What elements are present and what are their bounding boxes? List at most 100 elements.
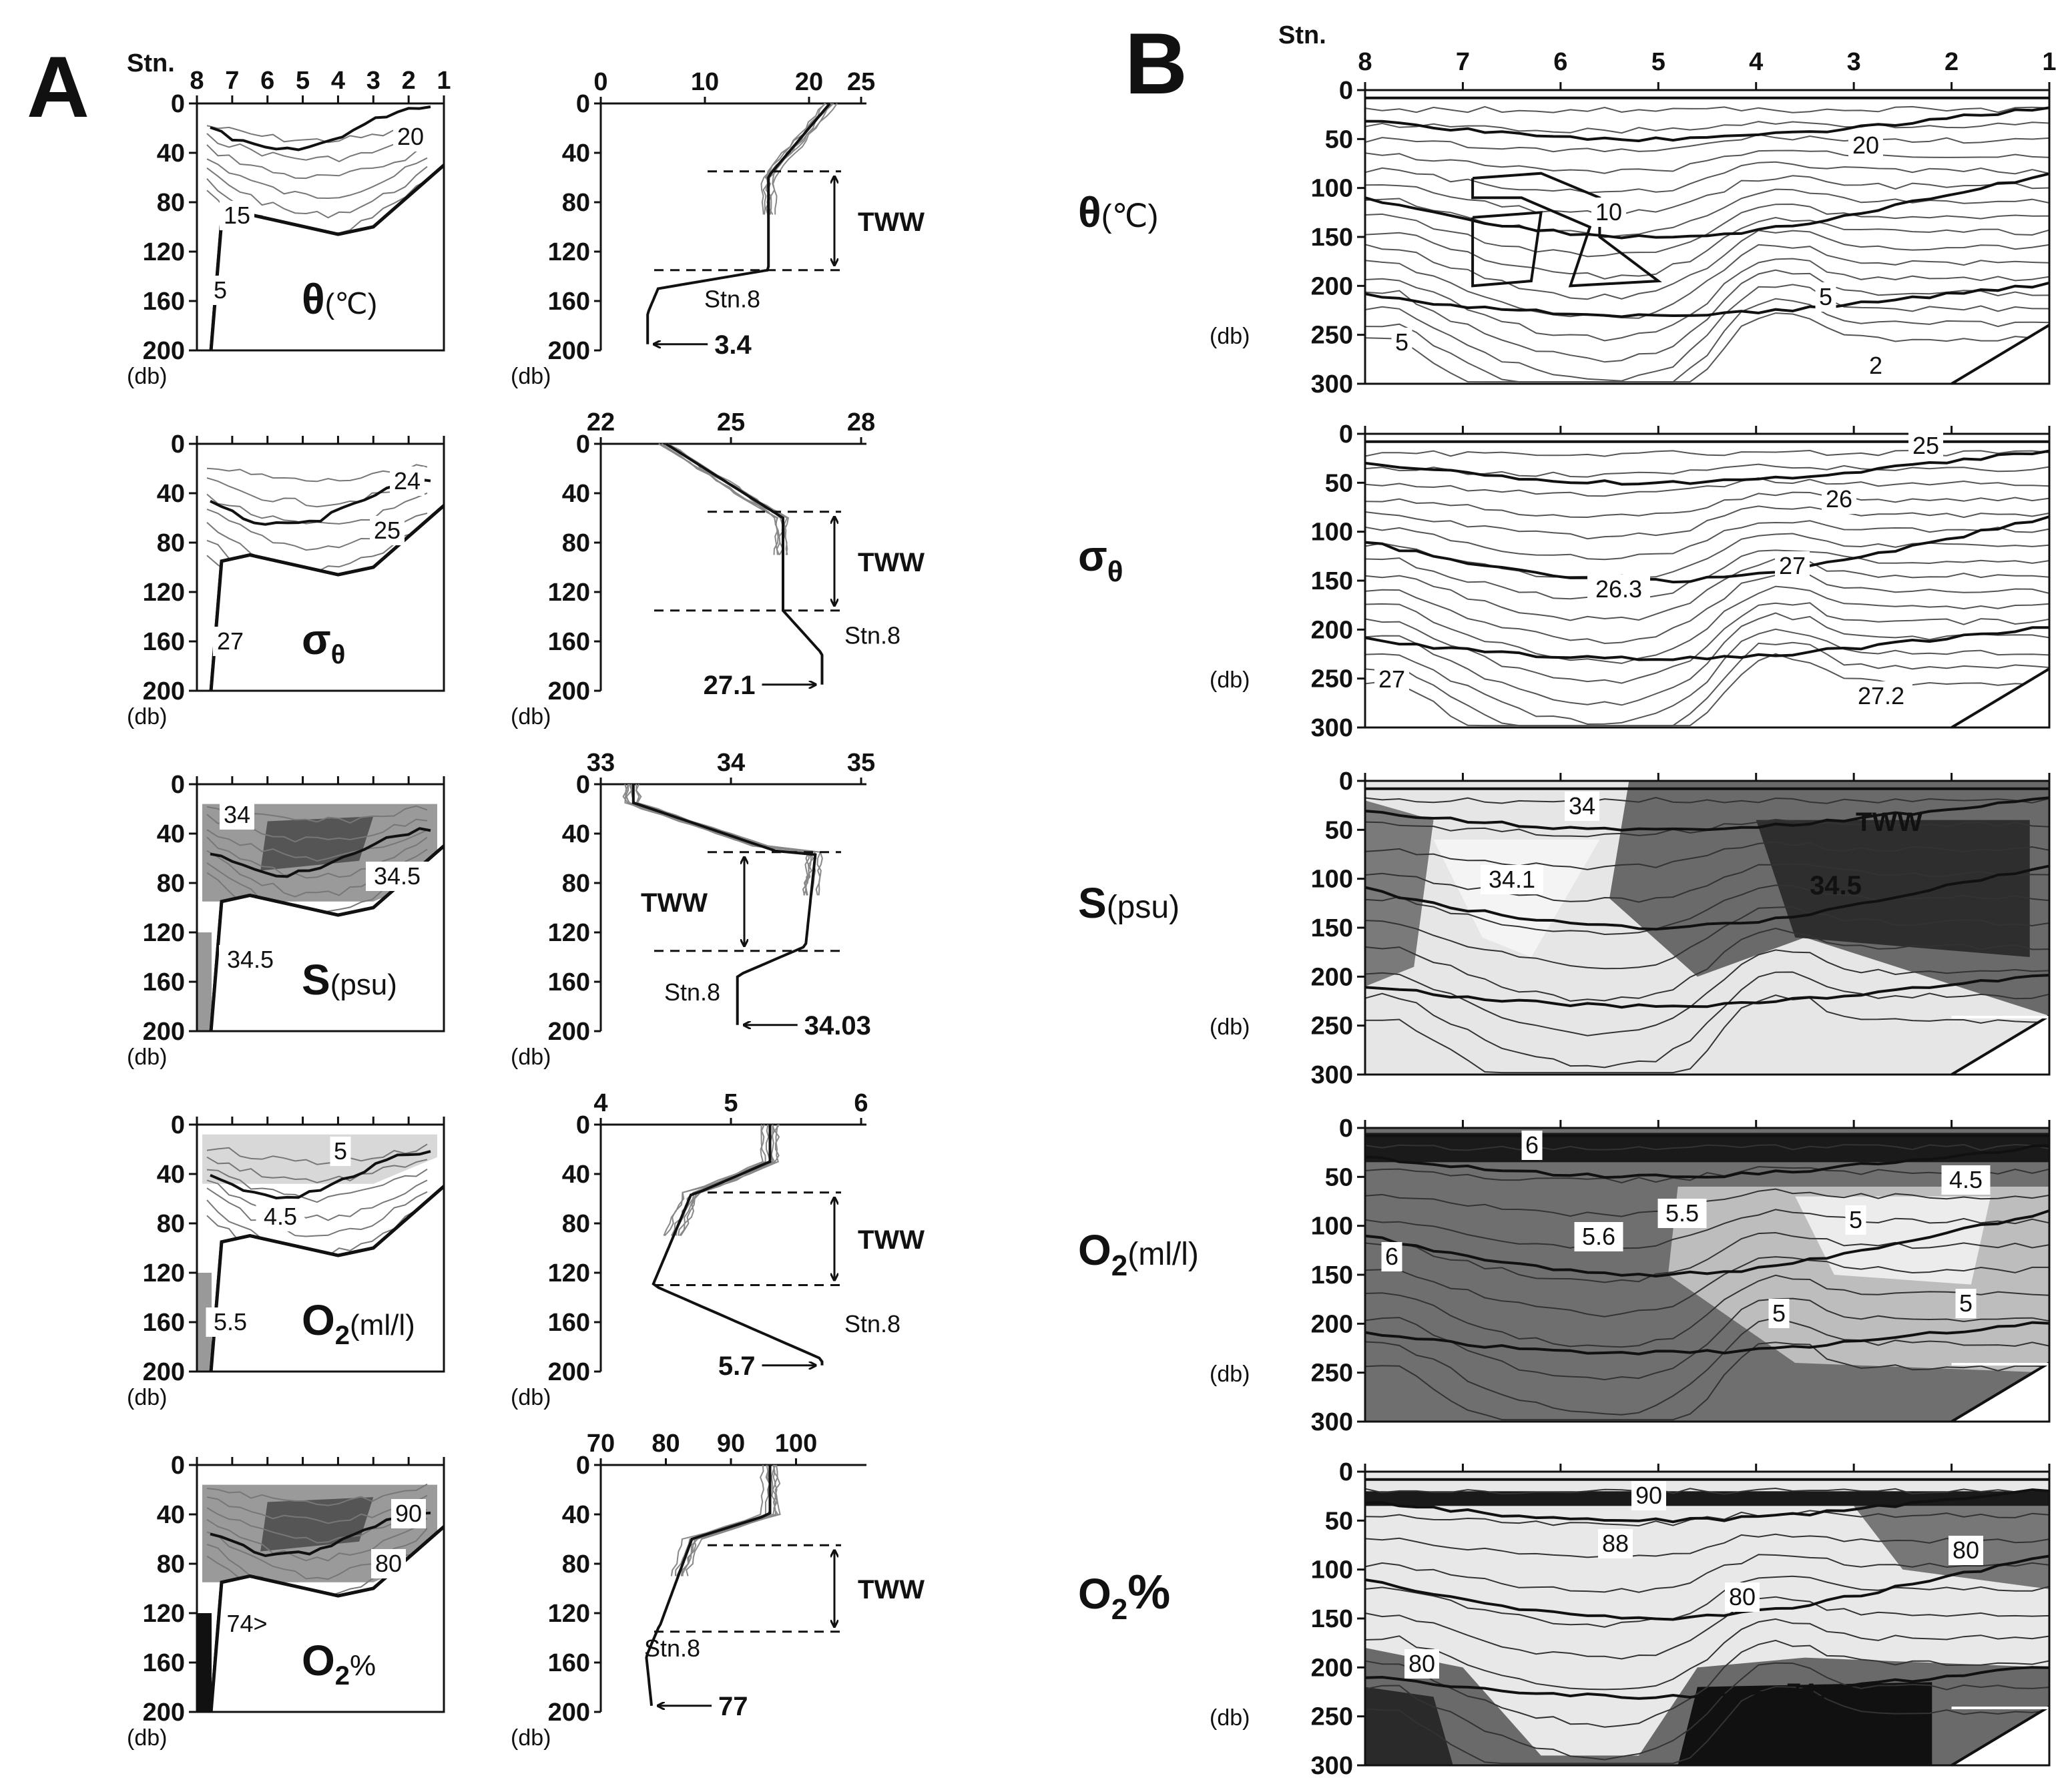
profile-depth-unit: (db): [511, 1725, 551, 1751]
depth-tick-label: 80: [157, 870, 185, 898]
b-depth-tick-label: 200: [1311, 963, 1353, 991]
profile-depth-tick-label: 200: [548, 1018, 590, 1046]
section-contour-label: 5: [334, 1137, 347, 1165]
depth-tick-label: 80: [157, 189, 185, 217]
station-label: 1: [437, 67, 451, 95]
station-label: 2: [402, 67, 416, 95]
profile-depth-tick-label: 40: [562, 1501, 590, 1529]
b-contour-line: [1365, 259, 2049, 341]
b-contour-label: 2: [1869, 352, 1882, 379]
profile-station-curve: [659, 444, 778, 555]
b-depth-tick-label: 100: [1311, 519, 1353, 547]
b-depth-tick-label: 50: [1325, 1507, 1353, 1535]
profile-depth-tick-label: 160: [548, 1649, 590, 1677]
b-contour-line: [1365, 587, 2049, 663]
depth-tick-label: 40: [157, 1501, 185, 1529]
oceanographic-figure: A B 8 7 6 5 4 3 2 1Stn.04080120160200(db)20155 θ…: [0, 0, 2072, 1784]
b-depth-tick-label: 50: [1325, 1163, 1353, 1191]
profile-x-tick-label: 6: [854, 1089, 868, 1117]
depth-tick-label: 40: [157, 1161, 185, 1189]
b-contour-label: 5: [1819, 283, 1832, 310]
bottom-value: 3.4: [714, 330, 752, 360]
b-stn-label: Stn.: [1278, 21, 1326, 49]
panel-label-A: A: [27, 38, 89, 135]
b-depth-tick-label: 150: [1311, 224, 1353, 252]
profile-x-tick-label: 80: [652, 1430, 680, 1458]
b-depth-tick-label: 150: [1311, 914, 1353, 942]
b-variable-label-oxysat: O2%: [1078, 1566, 1170, 1626]
profile-depth-tick-label: 160: [548, 968, 590, 996]
profile-station-curve: [631, 784, 816, 896]
profile-station-curve: [666, 444, 788, 555]
section-contour-label: 5.5: [214, 1308, 247, 1335]
b-depth-tick-label: 300: [1311, 370, 1353, 398]
b-contour-label: 27: [1378, 665, 1405, 693]
section-contour-label: 34: [224, 801, 250, 828]
b-depth-tick-label: 150: [1311, 1605, 1353, 1633]
profile-station-curve: [625, 784, 808, 896]
profile-x-tick-label: 34: [717, 749, 745, 777]
profile-depth-tick-label: 120: [548, 1600, 590, 1628]
b-contour-label: 20: [1852, 131, 1879, 159]
depth-unit-label: (db): [127, 704, 167, 729]
stn-label: Stn.: [127, 49, 175, 77]
stn8-label: Stn.8: [844, 622, 900, 649]
stn8-label: Stn.8: [704, 285, 760, 312]
b-depth-tick-label: 100: [1311, 1213, 1353, 1241]
profile-station-curve: [662, 444, 779, 555]
tww-label: TWW: [858, 548, 925, 577]
profile-depth-tick-label: 160: [548, 628, 590, 656]
bottom-value: 5.7: [718, 1352, 756, 1381]
profile-depth-tick-label: 40: [562, 139, 590, 168]
b-station-label: 3: [1847, 48, 1861, 76]
profile-station-curve: [666, 444, 784, 555]
profile-station-curve: [636, 784, 821, 896]
b-variable-subscript: θ: [1107, 555, 1123, 588]
b-station-label: 4: [1749, 48, 1763, 76]
tww-label: TWW: [858, 1575, 925, 1604]
b-depth-tick-label: 150: [1311, 1261, 1353, 1289]
profile-depth-tick-label: 40: [562, 480, 590, 508]
station-label: 4: [331, 67, 345, 95]
section-left-column: [197, 1613, 212, 1712]
depth-tick-label: 120: [143, 579, 185, 607]
section-left-column: [197, 932, 212, 1031]
depth-tick-label: 200: [143, 1018, 185, 1046]
panel-label-B: B: [1125, 15, 1188, 112]
depth-tick-label: 160: [143, 628, 185, 656]
b-variable-label-theta: θ(℃): [1078, 188, 1158, 236]
tww-label: TWW: [858, 208, 925, 237]
profile-depth-unit: (db): [511, 1045, 551, 1070]
b-depth-tick-label: 300: [1311, 1408, 1353, 1436]
profile-station-curve: [664, 1125, 764, 1236]
tww-label: TWW: [641, 888, 708, 918]
b-bold-contour: [1365, 174, 2049, 238]
variable-unit: (ml/l): [350, 1309, 415, 1342]
depth-tick-label: 200: [143, 677, 185, 705]
depth-unit-label: (db): [127, 1045, 167, 1070]
depth-tick-label: 0: [171, 90, 185, 118]
profile-depth-tick-label: 80: [562, 870, 590, 898]
b-depth-tick-label: 250: [1311, 1360, 1353, 1388]
b-depth-tick-label: 100: [1311, 866, 1353, 894]
profile-x-tick-label: 10: [691, 68, 719, 96]
profile-station-curve: [686, 1465, 780, 1576]
panel-a-row-sigma: 04080120160200(db)242527 σθ22 25 2804080120…: [127, 408, 925, 729]
b-contour-line: [1365, 603, 2049, 683]
b-contour-label: 26.3: [1595, 575, 1642, 603]
b-station-label: 6: [1553, 48, 1567, 76]
b-station-label: 2: [1945, 48, 1959, 76]
variable-unit: (℃): [325, 288, 378, 320]
profile-depth-tick-label: 120: [548, 579, 590, 607]
b-contour-label: 10: [1595, 198, 1622, 226]
b-contour-label: 74>: [1786, 1679, 1832, 1708]
profile-x-tick-label: 5: [724, 1089, 738, 1117]
b-contour-line: [1365, 284, 2049, 380]
profile-station-curve: [627, 784, 813, 896]
profile-stn8-curve: [646, 1465, 770, 1706]
b-seafloor-top: [1952, 1707, 2049, 1709]
b-contour-label: 80: [1953, 1536, 1979, 1564]
b-depth-tick-label: 200: [1311, 616, 1353, 644]
